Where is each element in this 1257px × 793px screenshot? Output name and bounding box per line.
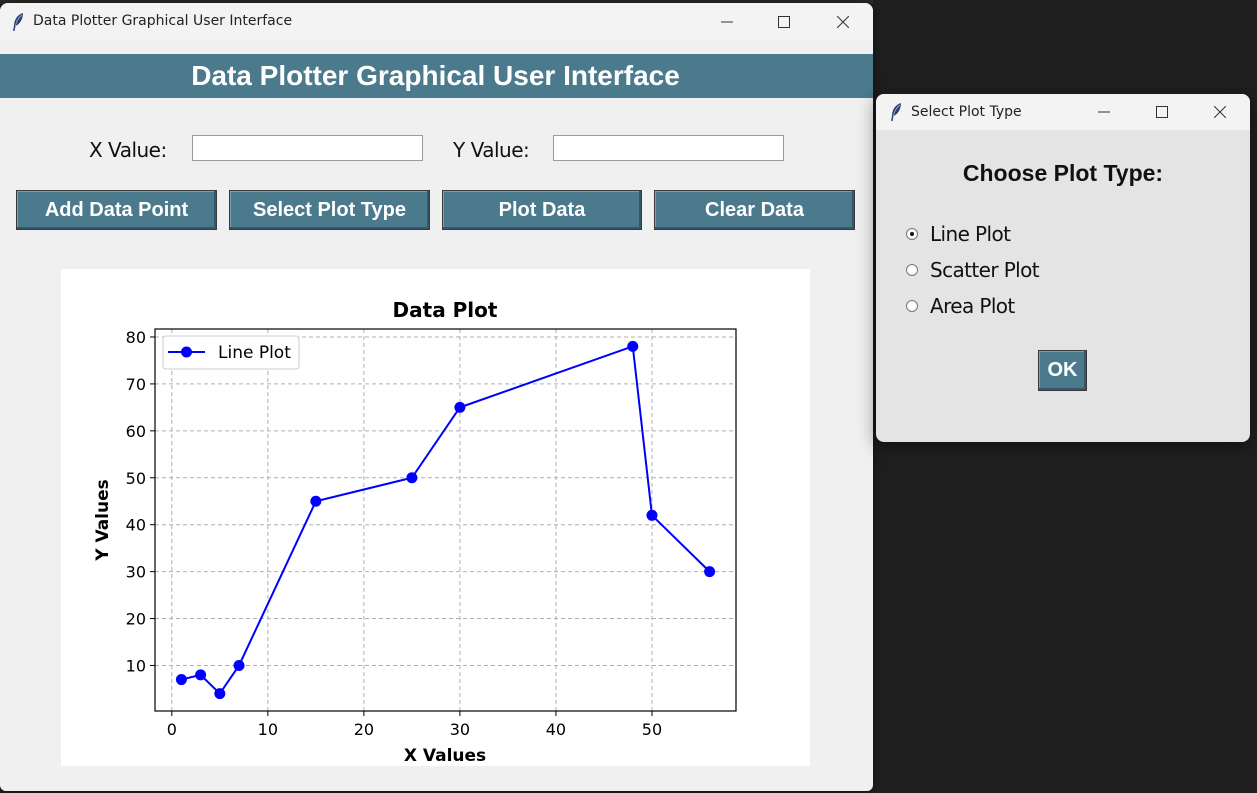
close-icon <box>1214 106 1226 118</box>
add-data-point-button[interactable]: Add Data Point <box>16 190 217 230</box>
feather-icon <box>13 13 23 31</box>
legend-label: Line Plot <box>218 343 291 363</box>
app-header: Data Plotter Graphical User Interface <box>0 54 873 98</box>
chart-title: Data Plot <box>393 298 498 322</box>
data-point-marker <box>175 674 187 686</box>
x-tick-label: 40 <box>546 720 566 739</box>
y-tick-label: 50 <box>126 469 146 488</box>
y-value-input[interactable] <box>553 135 784 161</box>
x-axis-label: X Values <box>404 746 486 766</box>
x-tick-label: 30 <box>450 720 470 739</box>
y-tick-label: 60 <box>126 422 146 441</box>
x-tick-label: 50 <box>642 720 662 739</box>
dialog-heading: Choose Plot Type: <box>962 160 1164 186</box>
data-point-marker <box>646 509 658 521</box>
y-tick-label: 70 <box>126 375 146 394</box>
y-tick-label: 10 <box>126 656 146 675</box>
radio-button[interactable] <box>906 264 918 276</box>
maximize-icon <box>1156 106 1168 118</box>
radio-button[interactable] <box>906 300 918 312</box>
ok-button[interactable]: OK <box>1038 350 1087 391</box>
select-plot-type-dialog: Select Plot Type Choose Plot Type: Line … <box>876 94 1250 442</box>
data-point-marker <box>233 659 245 671</box>
axes-frame <box>154 328 737 712</box>
radio-label: Area Plot <box>930 294 1015 318</box>
y-value-label: Y Value: <box>453 138 530 162</box>
radio-line-plot[interactable]: Line Plot <box>906 222 1011 246</box>
dialog-close-button[interactable] <box>1192 94 1248 130</box>
header-title: Data Plotter Graphical User Interface <box>191 60 680 91</box>
data-point-marker <box>214 688 226 700</box>
plot-canvas: 0 10 20 30 40 50 10 20 30 40 50 60 70 80 Data Plot X … <box>61 269 810 766</box>
close-button[interactable] <box>815 3 871 41</box>
main-titlebar[interactable]: Data Plotter Graphical User Interface <box>0 3 873 41</box>
plot-data-button[interactable]: Plot Data <box>442 190 642 230</box>
radio-selected-dot <box>910 232 914 236</box>
radio-button-selected[interactable] <box>906 228 918 240</box>
clear-data-button[interactable]: Clear Data <box>654 190 855 230</box>
minimize-icon <box>1098 111 1110 113</box>
legend-marker <box>181 346 192 358</box>
series-line <box>181 345 711 696</box>
radio-label: Line Plot <box>930 222 1011 246</box>
data-point-marker <box>627 340 639 352</box>
x-tick-label: 10 <box>258 720 278 739</box>
x-tick-label: 20 <box>354 720 374 739</box>
data-plot-chart: 0 10 20 30 40 50 10 20 30 40 50 60 70 80 Data Plot X … <box>93 298 737 766</box>
select-plot-type-button[interactable]: Select Plot Type <box>229 190 430 230</box>
y-tick-label: 40 <box>126 516 146 535</box>
dialog-titlebar[interactable]: Select Plot Type <box>876 94 1250 130</box>
y-axis-label: Y Values <box>93 479 113 562</box>
legend: Line Plot <box>162 335 300 370</box>
y-tick-label: 80 <box>126 328 146 347</box>
window-title: Data Plotter Graphical User Interface <box>33 13 293 29</box>
data-point-marker <box>310 495 322 507</box>
radio-scatter-plot[interactable]: Scatter Plot <box>906 258 1040 282</box>
x-tick-label: 0 <box>167 720 177 739</box>
data-point-marker <box>704 566 716 578</box>
minimize-icon <box>721 21 733 23</box>
minimize-button[interactable] <box>699 3 755 41</box>
maximize-button[interactable] <box>756 3 812 41</box>
dialog-title: Select Plot Type <box>911 104 1022 120</box>
radio-label: Scatter Plot <box>930 258 1040 282</box>
x-value-label: X Value: <box>89 138 167 162</box>
y-tick-label: 20 <box>126 610 146 629</box>
close-icon <box>837 16 849 28</box>
data-point-marker <box>454 401 466 413</box>
legend-box <box>162 335 300 370</box>
data-point-marker <box>195 669 207 681</box>
main-window: Data Plotter Graphical User Interface Da… <box>0 3 873 791</box>
y-tick-label: 30 <box>126 563 146 582</box>
radio-area-plot[interactable]: Area Plot <box>906 294 1015 318</box>
feather-icon <box>891 103 901 121</box>
x-value-input[interactable] <box>192 135 423 161</box>
maximize-icon <box>778 16 790 28</box>
background-window-strip <box>0 0 873 4</box>
dialog-minimize-button[interactable] <box>1076 94 1132 130</box>
data-point-marker <box>406 472 418 484</box>
dialog-maximize-button[interactable] <box>1134 94 1190 130</box>
